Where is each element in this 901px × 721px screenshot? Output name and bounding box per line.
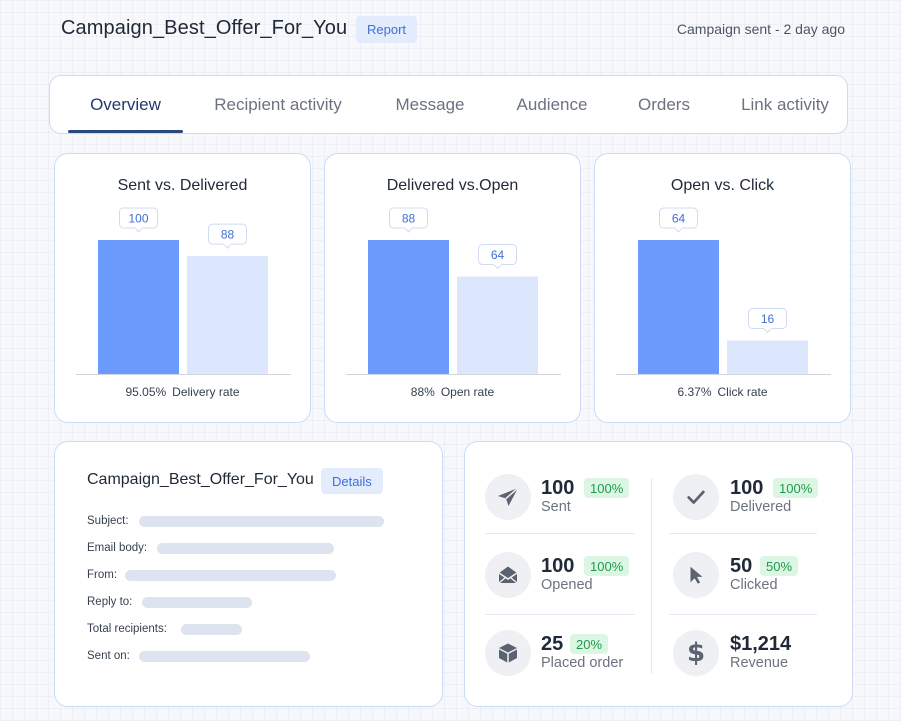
subject-placeholder — [139, 516, 384, 527]
svg-text:16: 16 — [761, 312, 775, 326]
svg-text:64: 64 — [672, 212, 686, 226]
stats-divider-vertical — [651, 478, 652, 674]
sent-on-placeholder — [139, 651, 310, 662]
opened-value: 100 — [541, 555, 575, 577]
tab-orders[interactable]: Orders — [638, 94, 690, 114]
campaign-stats-card: 100 100% Sent 100 100% Delivered 100 100… — [464, 441, 853, 707]
tab-audience[interactable]: Audience — [516, 94, 588, 114]
svg-text:88: 88 — [402, 212, 416, 226]
data-label-sent: 100 — [119, 207, 158, 233]
bar-clicked — [727, 340, 808, 374]
cursor-icon — [673, 552, 719, 598]
reply-to-placeholder — [142, 597, 252, 608]
details-campaign-title: Campaign_Best_Offer_For_You — [87, 471, 314, 488]
bar-chart-open-click: 64 16 — [616, 207, 831, 375]
clicked-percent-badge: 50% — [760, 556, 799, 576]
open-rate: 88% Open rate — [325, 385, 580, 399]
subject-label: Subject: — [87, 515, 129, 527]
sent-label: Sent — [541, 499, 571, 515]
paper-plane-icon — [485, 474, 531, 520]
delivery-rate-value: 95.05% — [125, 385, 167, 399]
stats-divider — [485, 533, 635, 534]
placed-order-label: Placed order — [541, 655, 624, 671]
dollar-icon: $ — [673, 630, 719, 676]
data-label-opened: 64 — [659, 207, 698, 233]
revenue-value: $1,214 — [730, 633, 792, 655]
svg-text:64: 64 — [491, 248, 505, 262]
tab-link-activity[interactable]: Link activity — [741, 94, 829, 114]
from-placeholder — [125, 570, 336, 581]
open-rate-value: 88% — [410, 385, 435, 399]
chart-card-open-click: Open vs. Click 64 16 6.37% Click rate — [594, 153, 851, 423]
delivered-percent-badge: 100% — [773, 478, 819, 498]
reply-to-label: Reply to: — [87, 596, 133, 608]
stats-divider — [669, 614, 817, 615]
opened-label: Opened — [541, 577, 593, 593]
opened-percent-badge: 100% — [584, 556, 630, 576]
chart-card-delivered-open: Delivered vs.Open 88 64 88% Open rate — [324, 153, 581, 423]
open-envelope-icon — [485, 552, 531, 598]
click-rate: 6.37% Click rate — [595, 385, 850, 399]
placed-order-percent-badge: 20% — [570, 634, 609, 654]
sent-percent-badge: 100% — [584, 478, 630, 498]
from-label: From: — [87, 569, 118, 581]
sent-on-label: Sent on: — [87, 650, 130, 662]
checkmark-icon — [673, 474, 719, 520]
campaign-details-card: Campaign_Best_Offer_For_You Details Subj… — [54, 441, 443, 707]
revenue-label: Revenue — [730, 655, 789, 671]
svg-text:100: 100 — [128, 212, 148, 226]
sent-value: 100 — [541, 477, 575, 499]
chart-title: Sent vs. Delivered — [117, 177, 248, 194]
bar-opened — [638, 240, 719, 374]
placed-order-value: 25 — [541, 633, 564, 655]
bar-delivered — [368, 240, 449, 374]
click-rate-label: Click rate — [717, 385, 768, 399]
tab-recipient-activity[interactable]: Recipient activity — [214, 94, 342, 114]
delivered-value: 100 — [730, 477, 764, 499]
bar-sent — [98, 240, 179, 374]
delivery-rate: 95.05% Delivery rate — [55, 385, 310, 399]
tab-overview[interactable]: Overview — [68, 76, 183, 133]
details-button[interactable]: Details — [321, 468, 383, 494]
open-rate-label: Open rate — [440, 385, 495, 399]
clicked-label: Clicked — [730, 577, 778, 593]
click-rate-value: 6.37% — [677, 385, 712, 399]
stats-divider — [485, 614, 635, 615]
data-label-opened: 64 — [478, 244, 517, 270]
bar-opened — [457, 276, 538, 374]
tab-bar: Overview Recipient activity Message Audi… — [49, 75, 848, 134]
total-recipients-label: Total recipients: — [87, 623, 167, 635]
bar-delivered — [187, 256, 268, 374]
stats-divider — [669, 533, 817, 534]
tab-message[interactable]: Message — [395, 94, 465, 114]
total-recipients-placeholder — [181, 624, 242, 635]
bar-chart-delivered-open: 88 64 — [346, 207, 561, 375]
chart-title: Open vs. Click — [670, 177, 775, 194]
data-label-delivered: 88 — [389, 207, 428, 233]
delivered-label: Delivered — [730, 499, 792, 515]
svg-text:88: 88 — [221, 228, 235, 242]
clicked-value: 50 — [730, 555, 753, 577]
data-label-clicked: 16 — [748, 308, 787, 334]
bar-chart-sent-delivered: 100 88 — [76, 207, 291, 375]
delivery-rate-label: Delivery rate — [172, 385, 240, 399]
campaign-status: Campaign sent - 2 day ago — [676, 21, 845, 37]
email-body-label: Email body: — [87, 542, 148, 554]
data-label-delivered: 88 — [208, 223, 247, 249]
campaign-title: Campaign_Best_Offer_For_You — [61, 17, 348, 39]
chart-title: Delivered vs.Open — [386, 177, 519, 194]
chart-card-sent-delivered: Sent vs. Delivered 100 88 95.05% Delivery … — [54, 153, 311, 423]
report-badge[interactable]: Report — [356, 16, 418, 43]
box-icon — [485, 630, 531, 676]
email-body-placeholder — [157, 543, 334, 554]
